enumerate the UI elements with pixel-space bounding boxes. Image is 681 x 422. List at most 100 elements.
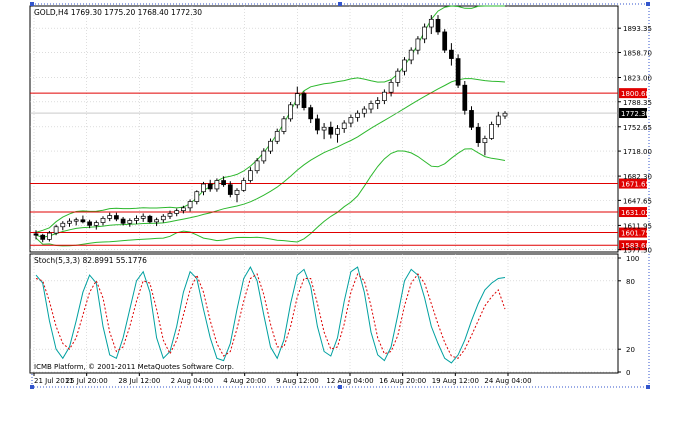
price-tick-label: 1682.30 xyxy=(623,173,652,181)
candle-body xyxy=(154,219,159,223)
price-tick-label: 1823.00 xyxy=(623,74,652,82)
candle-body xyxy=(140,215,146,219)
candle-body xyxy=(388,82,394,93)
candle-body xyxy=(268,140,273,152)
candle-body xyxy=(315,118,320,131)
price-tick-label: 1788.35 xyxy=(623,99,652,107)
time-tick-label: 19 Aug 12:00 xyxy=(432,377,479,385)
candle-body xyxy=(355,112,360,118)
selection-handle-bottom-mid[interactable] xyxy=(338,385,342,389)
candle-body xyxy=(261,150,267,162)
candle-body xyxy=(40,234,46,240)
candle-body xyxy=(469,110,474,128)
candle-body xyxy=(301,93,307,108)
candle-body xyxy=(241,180,247,191)
candle-body xyxy=(455,58,461,86)
time-tick-label: 9 Aug 12:00 xyxy=(276,377,319,385)
selection-handle-top-right[interactable] xyxy=(646,2,650,6)
candle-body xyxy=(174,210,180,214)
current-price-label: 1772.30 xyxy=(621,110,650,118)
candle-body xyxy=(221,180,226,186)
selection-handle-top-mid[interactable] xyxy=(338,2,342,6)
candle-body xyxy=(53,226,59,234)
price-tick-label: 1752.65 xyxy=(623,124,652,132)
candle-body xyxy=(328,126,334,135)
candle-body xyxy=(341,122,347,129)
time-tick-label: 25 Jul 20:00 xyxy=(66,377,108,385)
candle-body xyxy=(308,107,314,120)
candle-body xyxy=(181,207,186,211)
current-price-tag xyxy=(619,108,647,119)
candle-body xyxy=(321,126,327,131)
time-tick-label: 28 Jul 12:00 xyxy=(118,377,160,385)
price-level-label: 1583.68 xyxy=(621,242,650,250)
price-level-tag xyxy=(619,227,647,238)
time-tick-label: 2 Aug 04:00 xyxy=(171,377,214,385)
candle-body xyxy=(47,232,52,240)
selection-handle-top-left[interactable] xyxy=(30,2,34,6)
price-axis: 1893.35 1858.70 1823.00 1788.35 1752.65 1718.… xyxy=(618,25,652,255)
candle-body xyxy=(395,70,401,83)
candle-body xyxy=(120,218,126,224)
candle-body xyxy=(489,124,494,139)
candle-body xyxy=(127,220,133,224)
stochastic-panel-title: Stoch(5,3,3) 82.8991 55.1776 xyxy=(34,256,147,265)
time-tick-label: 12 Aug 04:00 xyxy=(326,377,373,385)
price-panel-title: GOLD,H4 1769.30 1775.20 1768.40 1772.30 xyxy=(34,8,202,17)
candle-body xyxy=(107,215,113,219)
selection-handle-bottom-right[interactable] xyxy=(646,385,650,389)
stochastic-lines xyxy=(35,266,506,364)
candle-body xyxy=(408,49,414,61)
price-level-label: 1601.75 xyxy=(621,230,650,238)
candle-body xyxy=(402,59,407,72)
selection-handle-bottom-left[interactable] xyxy=(30,385,34,389)
bollinger-band-lower xyxy=(35,148,506,247)
candle-body xyxy=(475,126,481,144)
candle-body xyxy=(194,191,200,202)
candle-body xyxy=(33,233,39,236)
price-level-label: 1631.02 xyxy=(621,209,650,217)
candle-body xyxy=(87,221,92,226)
time-tick-label: 24 Aug 04:00 xyxy=(484,377,531,385)
price-level-tag xyxy=(619,178,647,189)
time-tick-label: 21 Jul 2011 xyxy=(34,377,74,385)
horizontal-levels[interactable]: 1800.68 1671.65 1631.02 1601.75 1583.68 1772.… xyxy=(30,88,650,251)
candle-body xyxy=(254,160,260,172)
stochastic-main-line xyxy=(35,266,506,364)
price-tick-label: 1611.95 xyxy=(623,222,652,230)
price-level-tag xyxy=(619,207,647,218)
time-tick-label: 4 Aug 20:00 xyxy=(223,377,266,385)
candle-body xyxy=(482,138,488,144)
price-level-tag xyxy=(619,240,647,251)
stochastic-tick-label: 0 xyxy=(626,369,630,377)
candle-body xyxy=(227,184,233,195)
price-tick-label: 1858.70 xyxy=(623,49,652,57)
price-tick-label: 1893.35 xyxy=(623,25,652,33)
stochastic-tick-label: 80 xyxy=(626,278,635,286)
stochastic-tick-label: 100 xyxy=(626,255,639,263)
price-level-tag xyxy=(619,88,647,99)
candle-body xyxy=(274,131,280,142)
candle-body xyxy=(100,218,106,223)
candle-body xyxy=(348,117,354,124)
candle-body xyxy=(462,84,468,111)
stochastic-signal-line xyxy=(35,273,506,359)
candlestick-series xyxy=(33,15,508,243)
candle-body xyxy=(449,49,454,59)
candle-body xyxy=(248,170,253,181)
candle-body xyxy=(442,31,448,51)
candle-body xyxy=(368,103,374,110)
candle-body xyxy=(234,189,240,195)
price-level-label: 1800.68 xyxy=(621,90,650,98)
candle-body xyxy=(422,26,427,40)
candle-body xyxy=(167,213,173,217)
candle-body xyxy=(382,91,387,101)
candle-body xyxy=(67,220,72,224)
candle-body xyxy=(187,201,193,209)
price-tick-label: 1718.00 xyxy=(623,148,652,156)
candle-body xyxy=(214,180,220,190)
stochastic-axis: 100 80 20 0 xyxy=(618,255,639,377)
